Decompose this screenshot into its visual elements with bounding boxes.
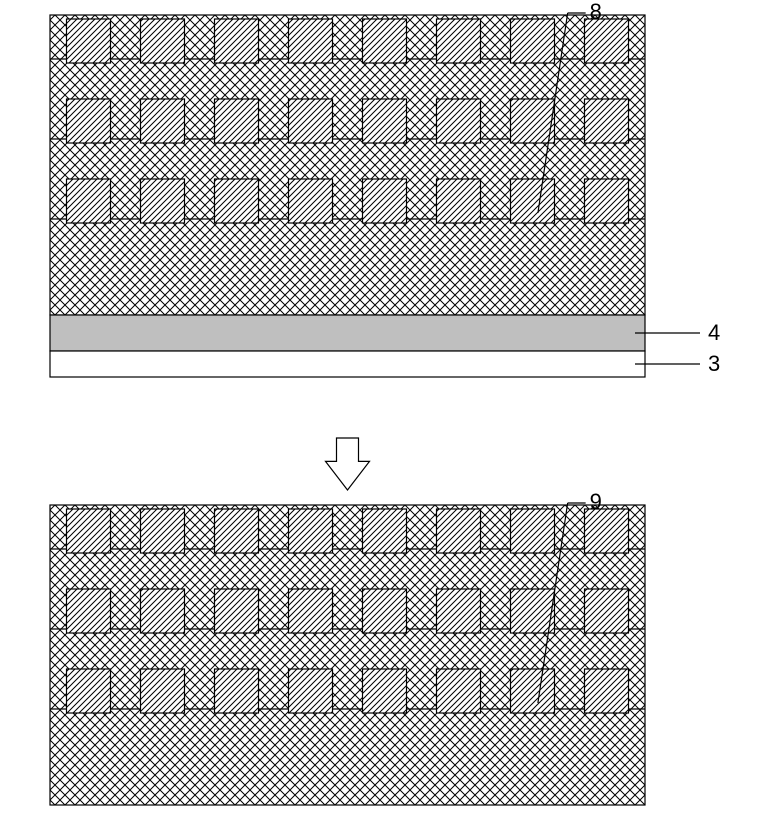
svg-text:4: 4 <box>708 320 720 345</box>
svg-text:3: 3 <box>708 351 720 376</box>
svg-text:9: 9 <box>590 489 602 514</box>
svg-text:8: 8 <box>590 0 602 24</box>
